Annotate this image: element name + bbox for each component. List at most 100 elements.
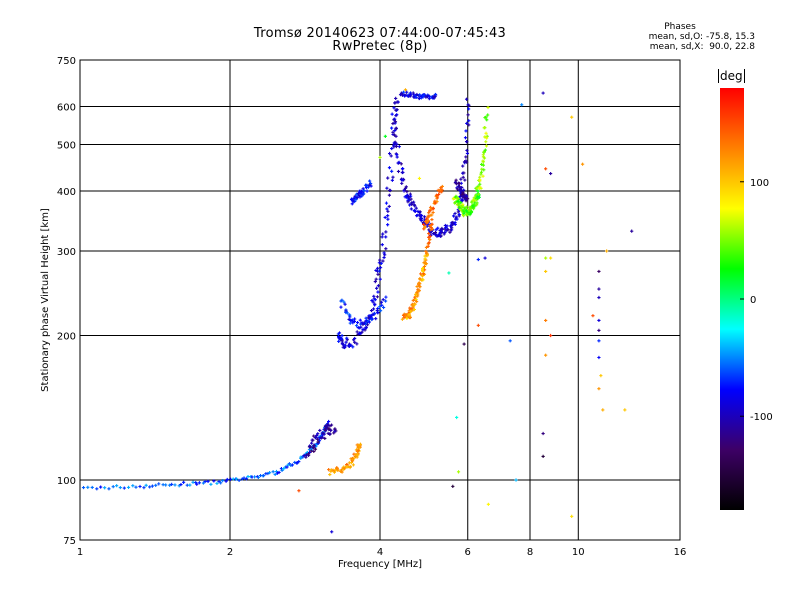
echo-point	[464, 155, 468, 159]
echo-point	[417, 288, 421, 292]
echo-point	[138, 484, 142, 489]
chart-title: Tromsø 20140623 07:44:00-07:45:43	[253, 26, 507, 41]
echo-point	[350, 318, 354, 323]
echo-point	[224, 479, 228, 483]
echo-point	[465, 121, 469, 125]
echo-point	[242, 476, 246, 480]
echo-point	[440, 190, 444, 194]
echo-point	[396, 169, 401, 174]
echo-point	[386, 176, 390, 180]
echo-point	[394, 96, 398, 100]
echo-point	[541, 431, 545, 436]
echo-point	[383, 299, 388, 303]
echo-point	[336, 332, 340, 336]
echo-point	[369, 308, 374, 313]
echo-point	[464, 129, 468, 133]
echo-point	[394, 144, 398, 149]
echo-point	[402, 189, 406, 193]
echo-point	[327, 427, 331, 431]
echo-point	[353, 317, 357, 321]
echo-point	[364, 316, 368, 320]
echo-point	[386, 223, 390, 227]
y-tick-label: 100	[57, 476, 76, 487]
echo-point	[428, 209, 432, 213]
echo-point	[368, 179, 372, 183]
echo-point	[384, 247, 388, 251]
echo-point	[343, 302, 347, 306]
echo-point	[432, 96, 436, 100]
echo-point	[297, 459, 301, 464]
echo-point	[330, 530, 334, 534]
echo-point	[252, 475, 257, 479]
echo-point	[465, 148, 469, 153]
y-tick-label: 75	[63, 536, 76, 547]
echo-point	[367, 183, 371, 187]
echo-point	[392, 118, 396, 122]
echo-point	[430, 222, 434, 226]
echo-point	[126, 485, 131, 490]
echo-point	[454, 215, 458, 219]
echo-point	[409, 194, 413, 198]
echo-point	[386, 217, 390, 221]
echo-point	[378, 305, 382, 309]
y-axis-ticks: 75 100 200 300 400 500 600 750	[57, 56, 76, 547]
echo-point	[375, 295, 380, 299]
echo-point	[427, 241, 431, 245]
echo-point	[280, 468, 284, 472]
phase-stats-o: mean, sd,O: -75.8, 15.3	[648, 32, 755, 42]
echo-point	[357, 193, 361, 198]
colorbar-tick-label: 100	[750, 178, 769, 189]
echo-point	[422, 215, 427, 219]
echo-point	[434, 228, 438, 232]
echo-point	[90, 485, 94, 490]
echo-point	[349, 460, 354, 465]
phase-stats-heading: Phases	[664, 22, 696, 32]
echo-point	[428, 213, 432, 217]
echo-point	[433, 92, 437, 97]
echo-point	[376, 266, 380, 270]
echo-point	[359, 191, 363, 196]
echo-point	[457, 212, 461, 217]
echo-point	[177, 484, 181, 488]
echo-point	[474, 193, 478, 197]
echo-point	[390, 178, 394, 182]
echo-point	[287, 462, 292, 466]
echo-point	[415, 92, 419, 97]
echo-point	[344, 340, 348, 344]
echo-point	[570, 115, 574, 119]
echo-point	[401, 166, 405, 171]
echo-point	[274, 469, 279, 474]
echo-point	[402, 90, 406, 94]
echo-point	[459, 177, 463, 181]
echo-point	[348, 315, 352, 319]
echo-point	[256, 475, 261, 479]
echo-point	[431, 210, 435, 215]
echo-point	[393, 120, 398, 124]
echo-point	[359, 325, 363, 329]
echo-point	[455, 415, 459, 420]
echo-point	[339, 299, 343, 303]
echo-point	[418, 277, 422, 281]
echo-point	[99, 485, 103, 489]
echo-point	[630, 229, 634, 233]
echo-point	[433, 230, 438, 235]
echo-point	[418, 285, 422, 289]
echo-point	[358, 442, 363, 446]
echo-point	[414, 292, 418, 297]
echo-point	[423, 257, 427, 261]
echo-point	[378, 258, 382, 262]
echo-point	[107, 487, 111, 491]
echo-point	[386, 214, 390, 218]
echo-point	[194, 480, 198, 485]
echo-point	[392, 106, 396, 110]
echo-point	[455, 182, 459, 186]
echo-point	[150, 484, 155, 488]
echo-point	[390, 126, 394, 130]
echo-point	[390, 169, 394, 173]
echo-point	[482, 150, 486, 154]
echo-point	[403, 88, 408, 92]
echo-point	[436, 226, 440, 230]
echo-point	[405, 316, 409, 320]
echo-point	[348, 464, 352, 469]
echo-point	[339, 305, 343, 309]
